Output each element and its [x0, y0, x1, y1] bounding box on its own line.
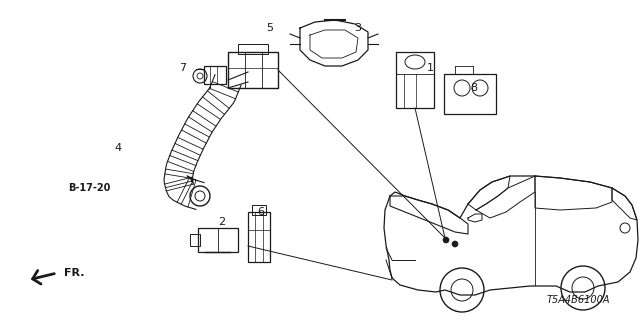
Text: 6: 6	[257, 207, 264, 217]
Bar	[248, 212, 270, 262]
Text: T5A4B6100A: T5A4B6100A	[547, 295, 610, 305]
Bar	[444, 74, 496, 114]
Bar	[190, 234, 200, 246]
Text: 3: 3	[355, 23, 362, 33]
Bar	[238, 44, 268, 54]
Text: 1: 1	[426, 63, 433, 73]
Bar	[396, 52, 434, 108]
Circle shape	[443, 237, 449, 243]
Text: 5: 5	[266, 23, 273, 33]
Text: 8: 8	[470, 83, 477, 93]
Text: 4: 4	[115, 143, 122, 153]
Text: FR.: FR.	[64, 268, 84, 278]
Bar	[252, 205, 266, 215]
Bar	[228, 52, 278, 88]
Text: 7: 7	[179, 63, 187, 73]
Circle shape	[452, 241, 458, 247]
Text: B-17-20: B-17-20	[68, 183, 110, 193]
Bar	[198, 228, 238, 252]
Text: 2: 2	[218, 217, 225, 227]
Bar	[204, 66, 226, 84]
